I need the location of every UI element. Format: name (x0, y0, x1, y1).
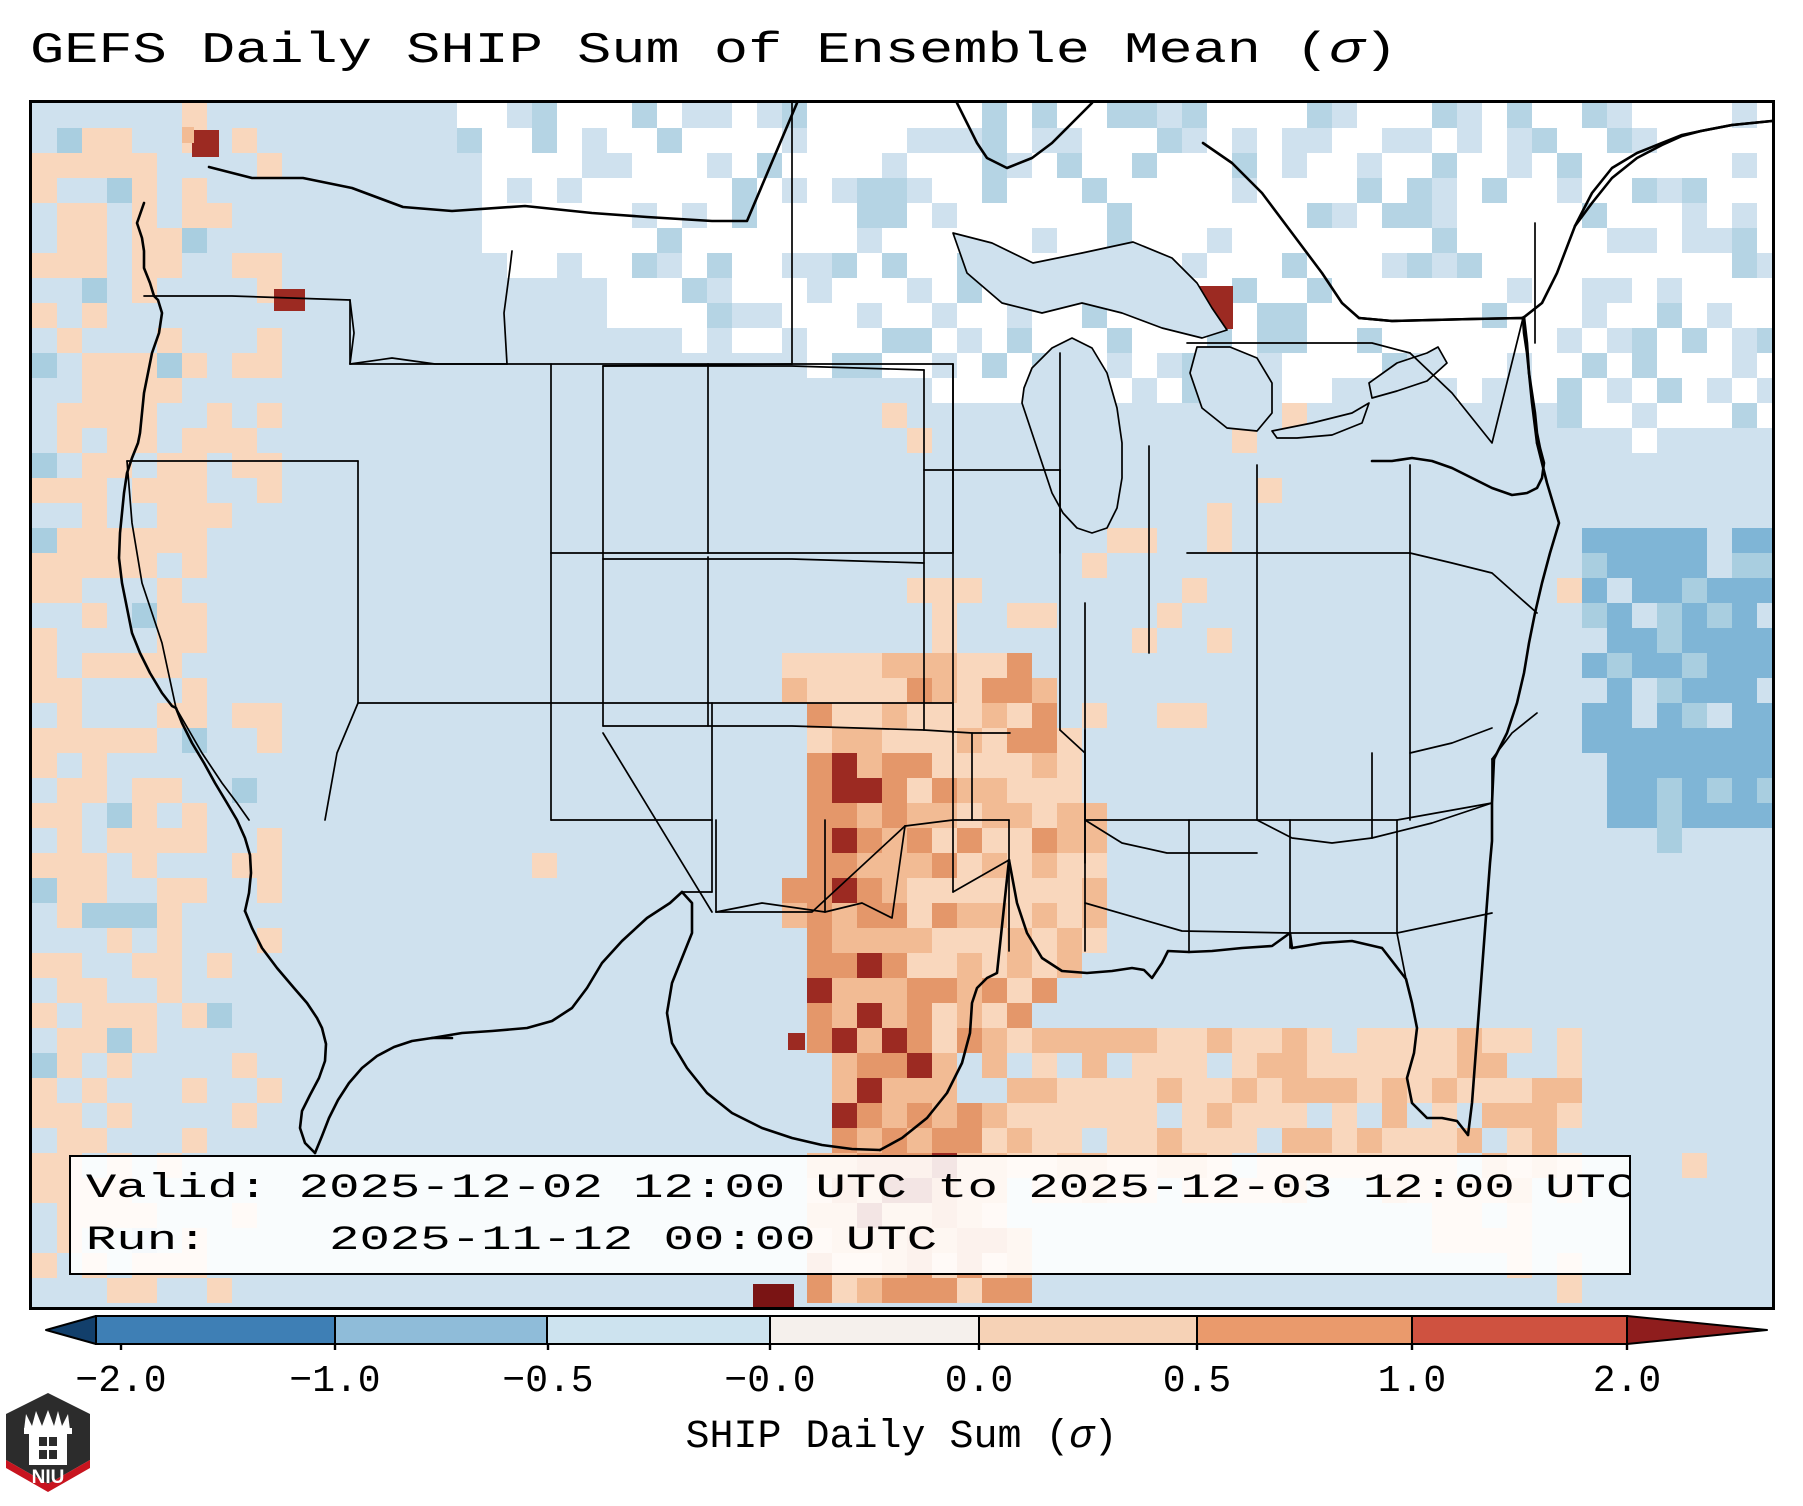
svg-text:NIU: NIU (32, 1467, 65, 1488)
